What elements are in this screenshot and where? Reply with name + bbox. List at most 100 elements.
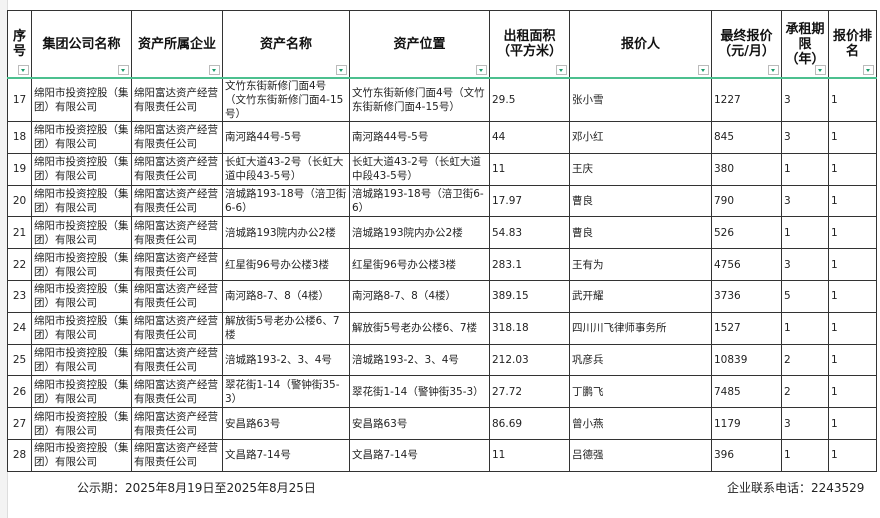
- table-cell[interactable]: 3: [781, 77, 829, 122]
- table-cell[interactable]: 南河路44号-5号: [222, 121, 350, 154]
- table-cell[interactable]: 5: [781, 279, 829, 313]
- table-cell[interactable]: 318.18: [489, 311, 570, 345]
- filter-dropdown-icon[interactable]: [336, 65, 347, 75]
- table-cell[interactable]: 文竹东街新修门面4号（文竹东街新修门面4-15号）: [349, 77, 490, 122]
- table-cell[interactable]: 王有为: [569, 248, 712, 281]
- table-cell[interactable]: 27.72: [489, 375, 570, 409]
- table-cell[interactable]: 文昌路7-14号: [222, 438, 350, 472]
- table-cell[interactable]: 绵阳富达资产经营有限责任公司: [131, 248, 223, 281]
- table-cell[interactable]: 绵阳富达资产经营有限责任公司: [131, 216, 223, 250]
- table-cell[interactable]: 涪城路193院内办公2楼: [222, 216, 350, 250]
- table-cell[interactable]: 绵阳市投资控股（集团）有限公司: [31, 248, 132, 281]
- table-cell[interactable]: 涪城路193-2、3、4号: [222, 343, 350, 377]
- table-cell[interactable]: 绵阳市投资控股（集团）有限公司: [31, 438, 132, 472]
- table-cell[interactable]: 18: [7, 121, 32, 154]
- table-cell[interactable]: 巩彦兵: [569, 343, 712, 377]
- table-cell[interactable]: 邓小红: [569, 121, 712, 154]
- table-cell[interactable]: 17.97: [489, 184, 570, 218]
- table-cell[interactable]: 1: [828, 216, 877, 250]
- table-cell[interactable]: 绵阳市投资控股（集团）有限公司: [31, 77, 132, 122]
- table-cell[interactable]: 绵阳市投资控股（集团）有限公司: [31, 407, 132, 440]
- table-cell[interactable]: 1: [828, 248, 877, 281]
- table-cell[interactable]: 54.83: [489, 216, 570, 250]
- table-cell[interactable]: 2: [781, 375, 829, 409]
- table-cell[interactable]: 文昌路7-14号: [349, 438, 490, 472]
- table-cell[interactable]: 4756: [711, 248, 782, 281]
- table-cell[interactable]: 绵阳富达资产经营有限责任公司: [131, 407, 223, 440]
- table-cell[interactable]: 26: [7, 375, 32, 409]
- table-cell[interactable]: 1: [828, 343, 877, 377]
- table-cell[interactable]: 绵阳市投资控股（集团）有限公司: [31, 216, 132, 250]
- table-cell[interactable]: 文竹东街新修门面4号（文竹东街新修门面4-15号）: [222, 77, 350, 122]
- table-cell[interactable]: 长虹大道43-2号（长虹大道中段43-5号）: [222, 152, 350, 186]
- table-cell[interactable]: 绵阳富达资产经营有限责任公司: [131, 438, 223, 472]
- table-cell[interactable]: 武开耀: [569, 279, 712, 313]
- table-cell[interactable]: 绵阳富达资产经营有限责任公司: [131, 121, 223, 154]
- table-cell[interactable]: 1: [781, 311, 829, 345]
- table-cell[interactable]: 11: [489, 438, 570, 472]
- table-cell[interactable]: 解放街5号老办公楼6、7楼: [349, 311, 490, 345]
- table-cell[interactable]: 绵阳富达资产经营有限责任公司: [131, 184, 223, 218]
- table-cell[interactable]: 389.15: [489, 279, 570, 313]
- table-cell[interactable]: 44: [489, 121, 570, 154]
- table-cell[interactable]: 曹良: [569, 184, 712, 218]
- table-cell[interactable]: 3736: [711, 279, 782, 313]
- table-cell[interactable]: 526: [711, 216, 782, 250]
- table-cell[interactable]: 283.1: [489, 248, 570, 281]
- table-cell[interactable]: 23: [7, 279, 32, 313]
- table-cell[interactable]: 绵阳富达资产经营有限责任公司: [131, 279, 223, 313]
- table-cell[interactable]: 86.69: [489, 407, 570, 440]
- table-cell[interactable]: 涪城路193院内办公2楼: [349, 216, 490, 250]
- table-cell[interactable]: 绵阳富达资产经营有限责任公司: [131, 343, 223, 377]
- table-cell[interactable]: 涪城路193-18号（涪卫街6-6）: [222, 184, 350, 218]
- table-cell[interactable]: 25: [7, 343, 32, 377]
- table-cell[interactable]: 29.5: [489, 77, 570, 122]
- table-cell[interactable]: 1: [828, 438, 877, 472]
- table-cell[interactable]: 绵阳市投资控股（集团）有限公司: [31, 279, 132, 313]
- table-cell[interactable]: 绵阳富达资产经营有限责任公司: [131, 375, 223, 409]
- table-cell[interactable]: 1527: [711, 311, 782, 345]
- table-cell[interactable]: 21: [7, 216, 32, 250]
- table-cell[interactable]: 王庆: [569, 152, 712, 186]
- table-cell[interactable]: 安昌路63号: [222, 407, 350, 440]
- table-cell[interactable]: 2: [781, 343, 829, 377]
- table-cell[interactable]: 19: [7, 152, 32, 186]
- filter-dropdown-icon[interactable]: [476, 65, 487, 75]
- table-cell[interactable]: 南河路8-7、8（4楼）: [222, 279, 350, 313]
- table-cell[interactable]: 绵阳市投资控股（集团）有限公司: [31, 343, 132, 377]
- table-cell[interactable]: 南河路8-7、8（4楼）: [349, 279, 490, 313]
- table-cell[interactable]: 涪城路193-18号（涪卫街6-6）: [349, 184, 490, 218]
- table-cell[interactable]: 绵阳富达资产经营有限责任公司: [131, 77, 223, 122]
- table-cell[interactable]: 3: [781, 248, 829, 281]
- table-cell[interactable]: 1: [828, 121, 877, 154]
- table-cell[interactable]: 10839: [711, 343, 782, 377]
- table-cell[interactable]: 24: [7, 311, 32, 345]
- table-cell[interactable]: 安昌路63号: [349, 407, 490, 440]
- filter-dropdown-icon[interactable]: [556, 65, 567, 75]
- table-cell[interactable]: 红星街96号办公楼3楼: [349, 248, 490, 281]
- table-cell[interactable]: 28: [7, 438, 32, 472]
- filter-dropdown-icon[interactable]: [18, 65, 29, 75]
- filter-dropdown-icon[interactable]: [698, 65, 709, 75]
- table-cell[interactable]: 1: [828, 152, 877, 186]
- filter-dropdown-icon[interactable]: [863, 65, 874, 75]
- table-cell[interactable]: 绵阳市投资控股（集团）有限公司: [31, 152, 132, 186]
- table-cell[interactable]: 845: [711, 121, 782, 154]
- table-cell[interactable]: 1: [828, 375, 877, 409]
- table-cell[interactable]: 绵阳富达资产经营有限责任公司: [131, 152, 223, 186]
- table-cell[interactable]: 丁鹏飞: [569, 375, 712, 409]
- table-cell[interactable]: 1227: [711, 77, 782, 122]
- table-cell[interactable]: 27: [7, 407, 32, 440]
- table-cell[interactable]: 绵阳市投资控股（集团）有限公司: [31, 184, 132, 218]
- table-cell[interactable]: 翠花街1-14（警钟街35-3）: [349, 375, 490, 409]
- table-cell[interactable]: 11: [489, 152, 570, 186]
- table-cell[interactable]: 曾小燕: [569, 407, 712, 440]
- table-cell[interactable]: 1: [828, 77, 877, 122]
- table-cell[interactable]: 1: [781, 216, 829, 250]
- table-cell[interactable]: 212.03: [489, 343, 570, 377]
- table-cell[interactable]: 解放街5号老办公楼6、7楼: [222, 311, 350, 345]
- table-cell[interactable]: 涪城路193-2、3、4号: [349, 343, 490, 377]
- table-cell[interactable]: 1: [828, 407, 877, 440]
- table-cell[interactable]: 380: [711, 152, 782, 186]
- table-cell[interactable]: 1: [828, 279, 877, 313]
